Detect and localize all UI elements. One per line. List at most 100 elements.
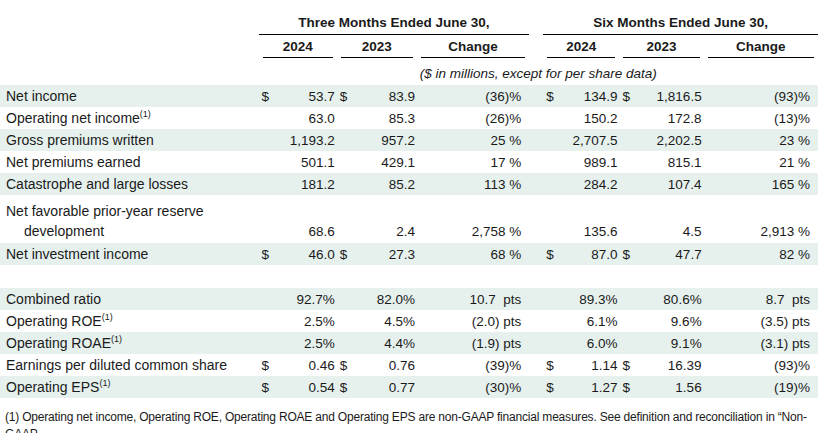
change-cell: (19)% <box>704 376 818 398</box>
value-cell: 989.1 <box>559 151 619 173</box>
value-cell: 957.2 <box>353 129 417 151</box>
dollar-sign <box>259 129 275 151</box>
footnote-marker: (1) <box>99 378 110 388</box>
change-cell: 25 % <box>417 129 529 151</box>
dollar-sign: $ <box>259 243 275 265</box>
column-gap <box>529 376 543 398</box>
dollar-sign: $ <box>619 243 635 265</box>
value-cell: 2.4 <box>353 195 417 243</box>
value-cell: 2,707.5 <box>559 129 619 151</box>
change-cell: 10.7 pts <box>417 288 529 310</box>
value-cell: 53.7 <box>275 85 337 107</box>
table-row: Catastrophe and large losses181.285.2113… <box>0 173 818 195</box>
value-cell: 63.0 <box>275 107 337 129</box>
dollar-sign: $ <box>259 354 275 376</box>
change-cell: 2,758 % <box>417 195 529 243</box>
year-header-row: 2024 2023 Change 2024 2023 Change <box>0 35 818 59</box>
group-header-six-months: Six Months Ended June 30, <box>543 6 818 35</box>
dollar-sign <box>337 310 353 332</box>
value-cell: 27.3 <box>353 243 417 265</box>
column-gap <box>529 85 543 107</box>
footnote: (1) Operating net income, Operating ROE,… <box>0 409 818 433</box>
value-cell: 46.0 <box>275 243 337 265</box>
change-cell: (39)% <box>417 354 529 376</box>
group-header-three-months-label: Three Months Ended June 30, <box>298 15 489 30</box>
value-cell: 2,202.5 <box>635 129 703 151</box>
dollar-sign <box>337 107 353 129</box>
row-label: Operating ROAE(1) <box>0 332 259 354</box>
value-cell: 284.2 <box>559 173 619 195</box>
value-cell: 16.39 <box>635 354 703 376</box>
row-label: Combined ratio <box>0 288 259 310</box>
value-cell: 0.76 <box>353 354 417 376</box>
value-cell: 85.3 <box>353 107 417 129</box>
dollar-sign <box>619 288 635 310</box>
dollar-sign: $ <box>337 85 353 107</box>
dollar-sign <box>337 173 353 195</box>
dollar-sign <box>543 129 559 151</box>
dollar-sign <box>337 332 353 354</box>
dollar-sign: $ <box>619 354 635 376</box>
value-cell: 0.46 <box>275 354 337 376</box>
spacer-cell <box>0 265 818 288</box>
dollar-sign <box>543 288 559 310</box>
value-cell: 1.56 <box>635 376 703 398</box>
value-cell: 501.1 <box>275 151 337 173</box>
financial-summary-page: Three Months Ended June 30, Six Months E… <box>0 0 828 433</box>
col-header-6m-change: Change <box>704 35 818 59</box>
value-cell: 107.4 <box>635 173 703 195</box>
col-header-3m-change: Change <box>417 35 529 59</box>
row-label: Net favorable prior-year reserve develop… <box>0 195 259 243</box>
value-cell: 6.1% <box>559 310 619 332</box>
table-row: Net investment income$46.0$27.368 %$87.0… <box>0 243 818 265</box>
value-cell: 181.2 <box>275 173 337 195</box>
table-body: Net income$53.7$83.9(36)%$134.9$1,816.5(… <box>0 85 818 398</box>
dollar-sign: $ <box>619 376 635 398</box>
dollar-sign <box>543 310 559 332</box>
table-row: Combined ratio92.7%82.0%10.7 pts89.3%80.… <box>0 288 818 310</box>
value-cell: 1,193.2 <box>275 129 337 151</box>
dollar-sign: $ <box>543 243 559 265</box>
value-cell: 134.9 <box>559 85 619 107</box>
value-cell: 0.77 <box>353 376 417 398</box>
change-cell: (13)% <box>704 107 818 129</box>
group-header-three-months: Three Months Ended June 30, <box>259 6 530 35</box>
change-cell: 23 % <box>704 129 818 151</box>
row-label: Operating ROE(1) <box>0 310 259 332</box>
dollar-sign <box>337 288 353 310</box>
dollar-sign <box>337 129 353 151</box>
column-gap <box>529 310 543 332</box>
dollar-sign: $ <box>337 243 353 265</box>
value-cell: 85.2 <box>353 173 417 195</box>
change-cell: 17 % <box>417 151 529 173</box>
dollar-sign: $ <box>543 85 559 107</box>
row-label: Net income <box>0 85 259 107</box>
row-label: Operating net income(1) <box>0 107 259 129</box>
change-cell: (93)% <box>704 85 818 107</box>
dollar-sign: $ <box>543 354 559 376</box>
column-gap <box>529 107 543 129</box>
table-row: Net favorable prior-year reserve develop… <box>0 195 818 243</box>
value-cell: 4.4% <box>353 332 417 354</box>
column-gap <box>529 354 543 376</box>
table-row: Net income$53.7$83.9(36)%$134.9$1,816.5(… <box>0 85 818 107</box>
dollar-sign <box>619 151 635 173</box>
value-cell: 1,816.5 <box>635 85 703 107</box>
column-gap <box>529 243 543 265</box>
dollar-sign <box>337 195 353 243</box>
change-cell: (2.0) pts <box>417 310 529 332</box>
footnote-marker: (1) <box>140 109 151 119</box>
dollar-sign <box>619 310 635 332</box>
dollar-sign <box>543 195 559 243</box>
dollar-sign <box>337 151 353 173</box>
column-gap <box>529 151 543 173</box>
table-row: Earnings per diluted common share$0.46$0… <box>0 354 818 376</box>
dollar-sign <box>543 173 559 195</box>
value-cell: 4.5 <box>635 195 703 243</box>
value-cell: 4.5% <box>353 310 417 332</box>
value-cell: 92.7% <box>275 288 337 310</box>
column-gap <box>529 173 543 195</box>
dollar-sign: $ <box>259 376 275 398</box>
value-cell: 150.2 <box>559 107 619 129</box>
change-cell: (26)% <box>417 107 529 129</box>
